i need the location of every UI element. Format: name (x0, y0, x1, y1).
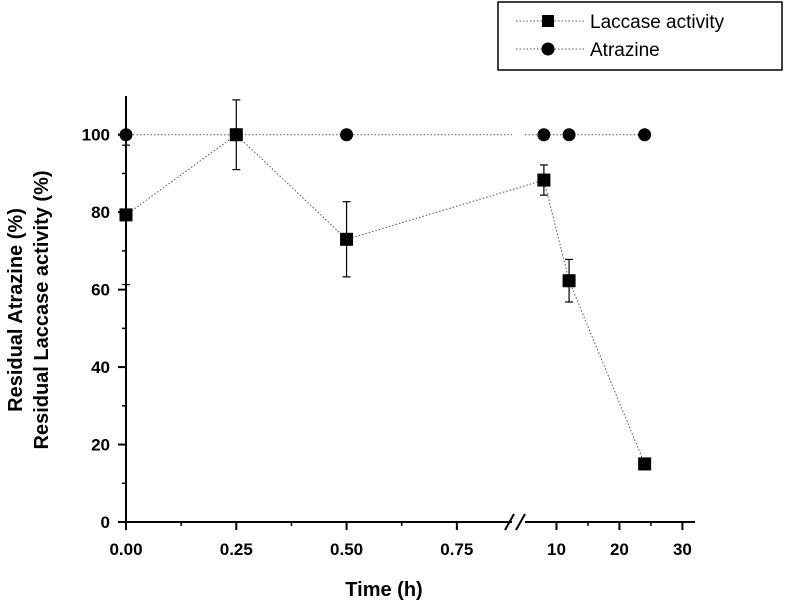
y-tick-label: 80 (91, 203, 110, 222)
data-point-laccase-activity (340, 232, 354, 246)
x-tick-label: 0.50 (330, 540, 363, 559)
legend-marker-atrazine (541, 42, 555, 56)
x-tick-label: 0.00 (109, 540, 142, 559)
x-axis-title: Time (h) (345, 579, 422, 601)
series-line-laccase-activity (125, 134, 646, 465)
legend-label-atrazine: Atrazine (590, 40, 660, 61)
data-point-atrazine (537, 128, 551, 142)
legend-label-laccase: Laccase activity (590, 12, 725, 33)
data-point-laccase-activity (638, 457, 652, 471)
x-tick-label: 30 (673, 540, 692, 559)
data-point-laccase-activity (562, 274, 576, 288)
data-point-atrazine (340, 128, 354, 142)
data-point-laccase-activity (537, 173, 551, 187)
y-axis-title-line-2: Residual Laccase activity (%) (31, 170, 53, 449)
data-point-atrazine (638, 128, 652, 142)
y-tick-label: 60 (91, 281, 110, 300)
data-point-laccase-activity (119, 208, 133, 222)
y-axis-title-line-1: Residual Atrazine (%) (5, 208, 27, 412)
x-tick-label: 20 (610, 540, 629, 559)
y-tick-label: 0 (101, 513, 110, 532)
legend: Laccase activity Atrazine (497, 1, 783, 71)
data-point-atrazine (119, 128, 133, 142)
axis-break-marker (504, 513, 526, 531)
y-tick-label: 20 (91, 436, 110, 455)
legend-marker-laccase (542, 15, 554, 27)
data-point-atrazine (562, 128, 576, 142)
y-tick-label: 100 (82, 126, 110, 145)
x-tick-label: 0.75 (440, 540, 473, 559)
x-tick-label: 10 (547, 540, 566, 559)
legend-box (497, 1, 783, 71)
data-point-laccase-activity (229, 128, 243, 142)
y-tick-label: 40 (91, 358, 110, 377)
x-tick-label: 0.25 (220, 540, 253, 559)
